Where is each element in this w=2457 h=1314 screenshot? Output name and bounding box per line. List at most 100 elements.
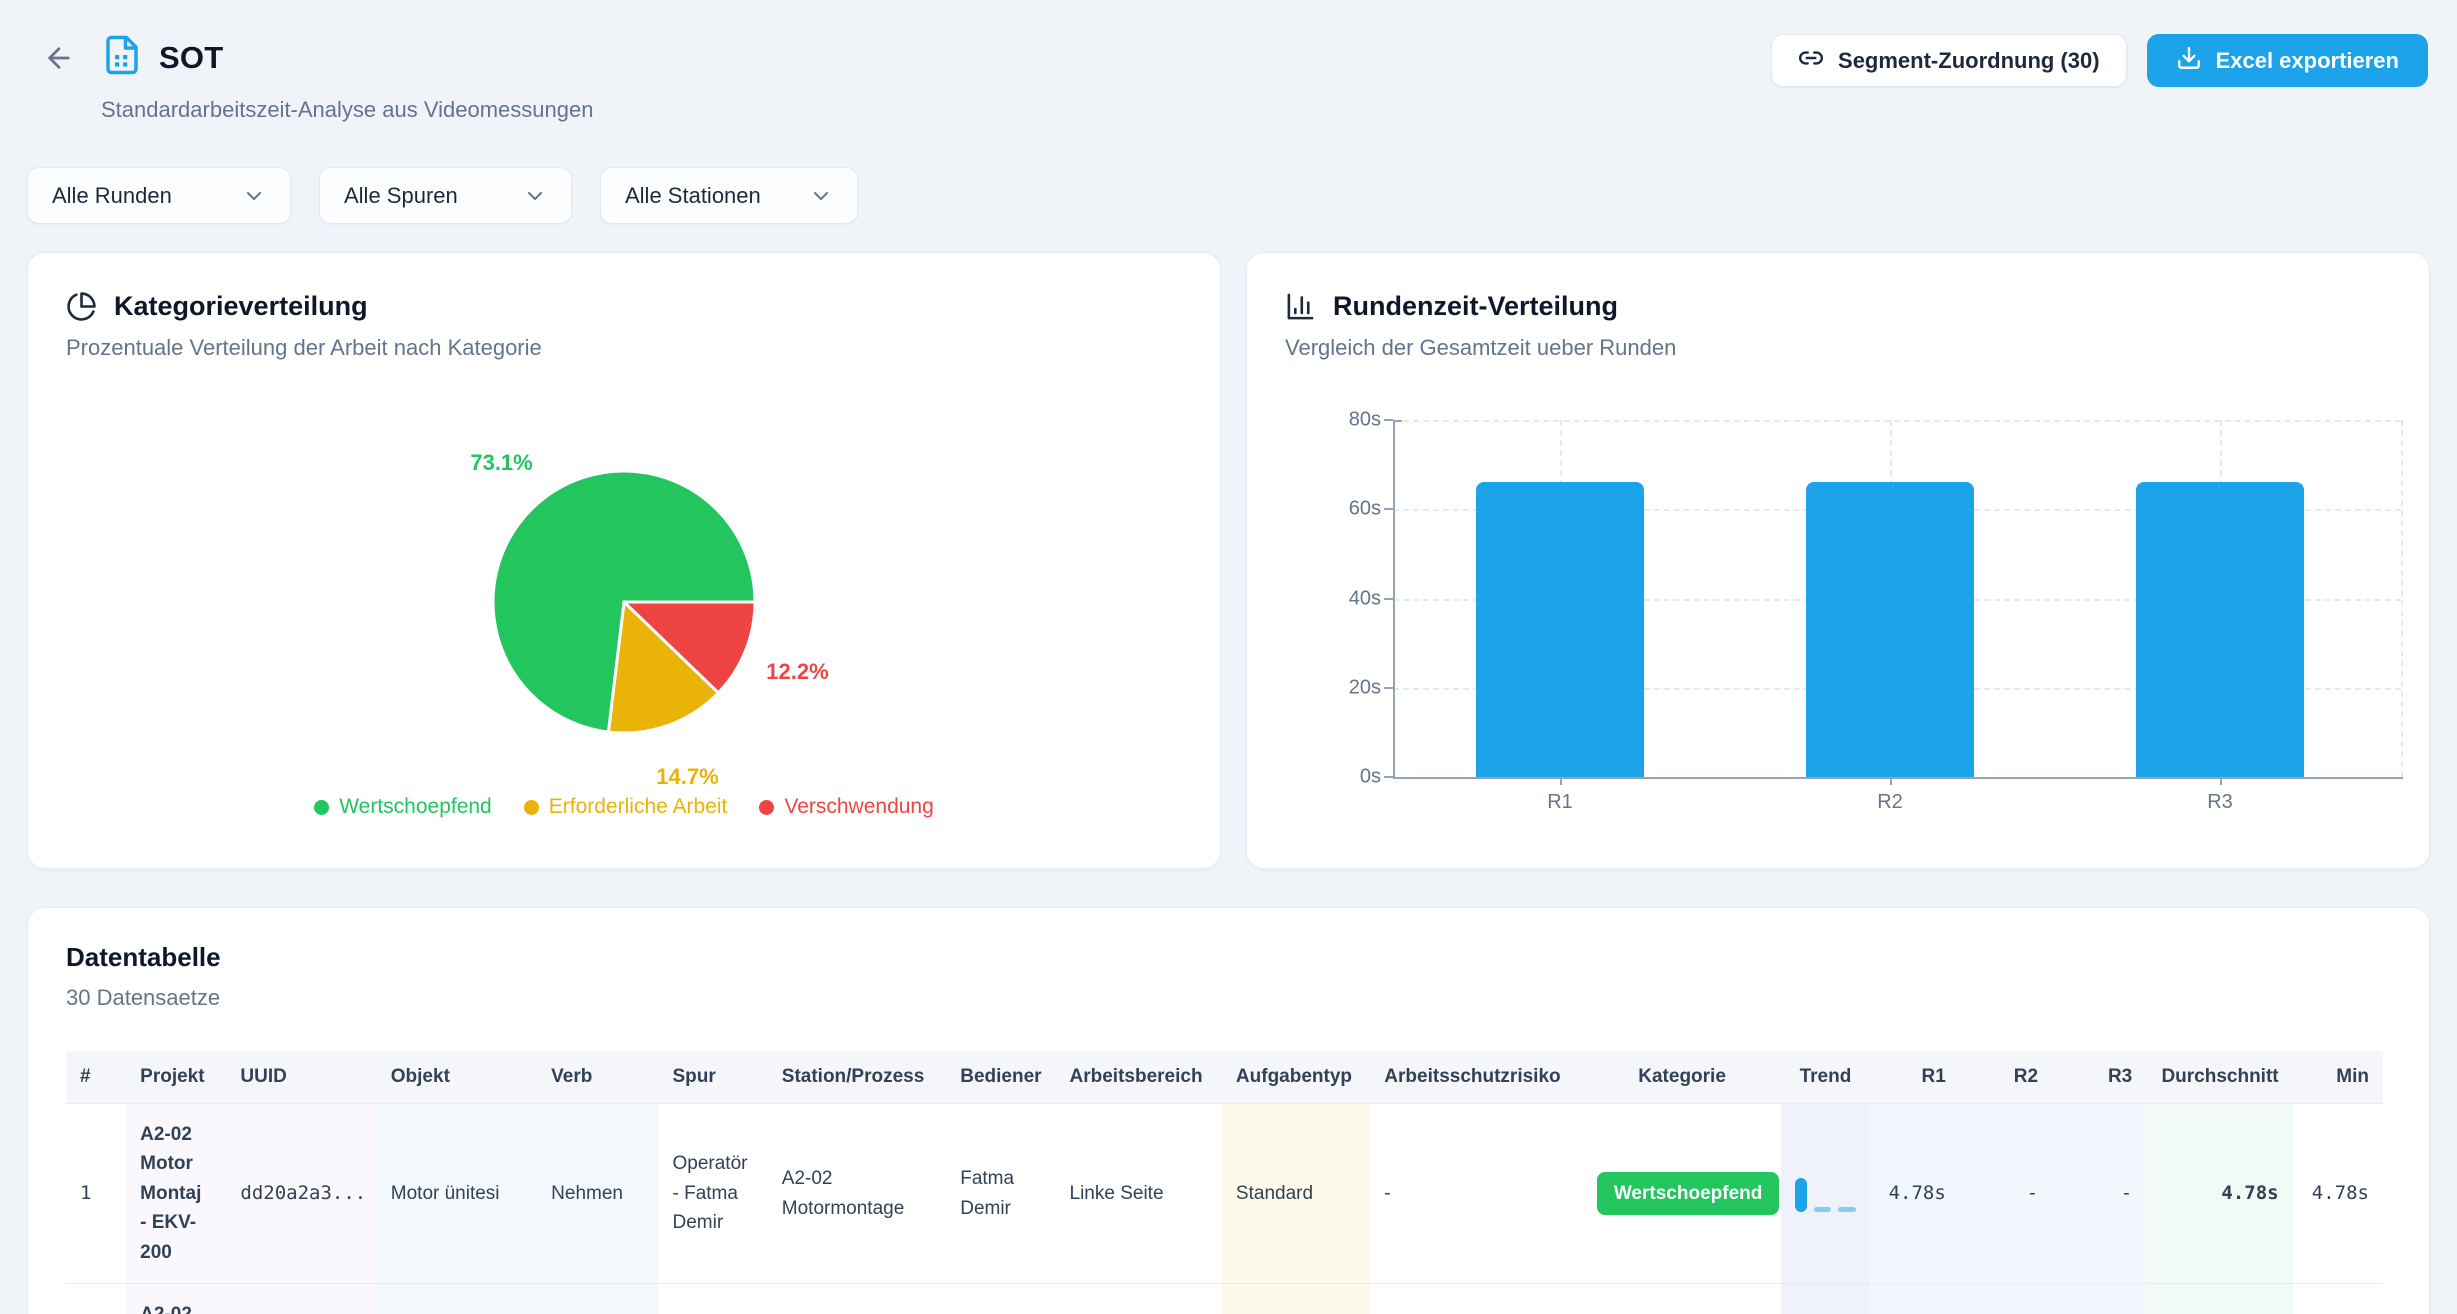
column-header-r2: R2 — [1959, 1051, 2053, 1104]
y-axis-line — [1393, 420, 1395, 779]
gridline — [1393, 420, 2401, 422]
pie-card-subtitle: Prozentuale Verteilung der Arbeit nach K… — [66, 335, 542, 360]
datentabelle-card: Datentabelle 30 Datensaetze # Projekt UUID… — [27, 907, 2430, 1314]
table-title: Datentabelle — [66, 942, 221, 972]
cell-bediener — [946, 1283, 1056, 1314]
spark-dash — [1814, 1206, 1832, 1212]
bar-r1 — [1476, 482, 1644, 777]
x-axis-label: R1 — [1547, 791, 1573, 813]
pie-chart-icon — [66, 291, 97, 322]
filter-runden-value: Alle Runden — [52, 182, 172, 208]
cell-kategorie: Wertschoepfend — [1582, 1102, 1782, 1284]
cell-nr: 1 — [66, 1102, 127, 1284]
segment-mapping-button[interactable]: Segment-Zuordnung (30) — [1771, 34, 2127, 87]
cell-objekt — [376, 1283, 538, 1314]
x-axis-label: R2 — [1877, 791, 1903, 813]
arrow-left-icon — [43, 47, 75, 77]
page-subtitle: Standardarbeitszeit-Analyse aus Videomes… — [101, 97, 594, 122]
topbar-left: SOT Standardarbeitszeit-Analyse aus Vide… — [27, 34, 593, 123]
cell-r1 — [1869, 1283, 1960, 1314]
column-header-bediener: Bediener — [946, 1051, 1056, 1104]
y-axis-tick — [1384, 419, 1393, 421]
cell-projekt: A2-02 Motor Montaj - EKV-200 — [126, 1283, 227, 1314]
legend-label: Erforderliche Arbeit — [548, 795, 728, 818]
filter-stationen-dropdown[interactable]: Alle Stationen — [600, 167, 858, 224]
bar-card-title: Rundenzeit-Verteilung — [1333, 291, 1619, 321]
y-axis-tick — [1384, 597, 1393, 600]
table-header-row: # Projekt UUID Objekt Verb Spur Station/Prozes… — [66, 1051, 2383, 1104]
pie-slice-wertschoepfend — [491, 469, 757, 734]
column-header-arbeitsbereich: Arbeitsbereich — [1055, 1051, 1222, 1104]
cell-durchschnitt: 4.78s — [2146, 1102, 2293, 1284]
pie-chart — [491, 469, 757, 735]
cell-min: 4.78s — [2292, 1102, 2383, 1284]
cell-spur: Operatör - Fatma Demir — [658, 1102, 768, 1284]
cell-trend — [1781, 1283, 1870, 1314]
legend-item: Erforderliche Arbeit — [523, 795, 728, 819]
column-header-trend: Trend — [1781, 1051, 1870, 1104]
pie-label-verschwendung: 12.2% — [766, 658, 829, 684]
column-header-projekt: Projekt — [126, 1051, 227, 1104]
pie-slice-verschwendung — [620, 600, 757, 695]
cell-kategorie — [1582, 1283, 1782, 1314]
topbar-actions: Segment-Zuordnung (30) Excel exportieren — [1771, 34, 2430, 87]
filter-spuren-dropdown[interactable]: Alle Spuren — [319, 167, 572, 224]
x-axis-label: R3 — [2207, 791, 2233, 813]
cell-objekt: Motor ünitesi — [376, 1102, 538, 1284]
column-header-objekt: Objekt — [376, 1051, 538, 1104]
pie-legend: Wertschoepfend Erforderliche Arbeit Versch… — [28, 795, 1220, 819]
pie-label-wertschoepfend: 73.1% — [470, 449, 533, 475]
x-axis-tick — [1560, 777, 1562, 785]
legend-label: Verschwendung — [784, 795, 934, 818]
cell-risiko: - — [1370, 1102, 1583, 1284]
legend-dot — [523, 799, 539, 815]
y-axis-tick-label: 80s — [1348, 408, 1381, 431]
y-axis-tick — [1384, 508, 1393, 511]
title-block: SOT Standardarbeitszeit-Analyse aus Vide… — [101, 34, 593, 123]
x-axis-line — [1393, 777, 2403, 779]
column-header-kategorie: Kategorie — [1582, 1051, 1782, 1104]
cell-bediener: Fatma Demir — [946, 1102, 1056, 1284]
cell-r3: - — [2052, 1102, 2147, 1284]
excel-export-label: Excel exportieren — [2215, 47, 2399, 73]
table-row: 1 A2-02 Motor Montaj - EKV-200 dd20a2a3...… — [66, 1102, 2383, 1284]
data-table: # Projekt UUID Objekt Verb Spur Station/Prozes… — [66, 1051, 2383, 1314]
kategorie-badge: Wertschoepfend — [1596, 1171, 1780, 1216]
legend-item: Wertschoepfend — [314, 795, 492, 819]
pie-label-erforderliche-arbeit: 14.7% — [656, 764, 719, 790]
cell-spur — [658, 1283, 768, 1314]
chevron-down-icon — [242, 184, 266, 208]
filter-stationen-value: Alle Stationen — [625, 182, 761, 208]
legend-dot — [759, 799, 775, 815]
column-header-spur: Spur — [658, 1051, 768, 1104]
gridline — [2401, 420, 2403, 777]
spark-dash — [1838, 1206, 1856, 1212]
table-subtitle: 30 Datensaetze — [66, 985, 221, 1010]
column-header-verb: Verb — [537, 1051, 659, 1104]
page-title: SOT — [159, 39, 224, 75]
filter-runden-dropdown[interactable]: Alle Runden — [27, 167, 291, 224]
y-axis-tick-label: 40s — [1348, 587, 1381, 609]
bar-r2 — [1806, 482, 1974, 777]
cell-projekt: A2-02 Motor Montaj - EKV-200 — [126, 1102, 227, 1284]
x-axis-tick — [1890, 777, 1892, 785]
back-button[interactable] — [41, 36, 77, 83]
bar-card-subtitle: Vergleich der Gesamtzeit ueber Runden — [1285, 335, 1677, 360]
chevron-down-icon — [809, 184, 833, 208]
kategorieverteilung-card: Kategorieverteilung Prozentuale Verteilu… — [27, 252, 1221, 869]
column-header-risiko: Arbeitsschutzrisiko — [1370, 1051, 1583, 1104]
excel-export-button[interactable]: Excel exportieren — [2146, 34, 2428, 87]
cell-risiko — [1370, 1283, 1583, 1314]
column-header-uuid: UUID — [226, 1051, 377, 1104]
cell-r1: 4.78s — [1869, 1102, 1960, 1284]
chevron-down-icon — [523, 184, 547, 208]
cell-arbeitsbereich — [1055, 1283, 1222, 1314]
cell-aufgabentyp: Standard — [1221, 1102, 1371, 1284]
x-axis-tick — [2220, 777, 2222, 785]
y-axis-tick-label: 0s — [1359, 765, 1381, 788]
segment-mapping-label: Segment-Zuordnung (30) — [1838, 47, 2100, 73]
charts-row: Kategorieverteilung Prozentuale Verteilu… — [27, 252, 2430, 869]
bar-chart: 0s 20s 40s 60s 80s R1 R2 R3 — [1247, 253, 2429, 868]
cell-durchschnitt — [2146, 1283, 2293, 1314]
